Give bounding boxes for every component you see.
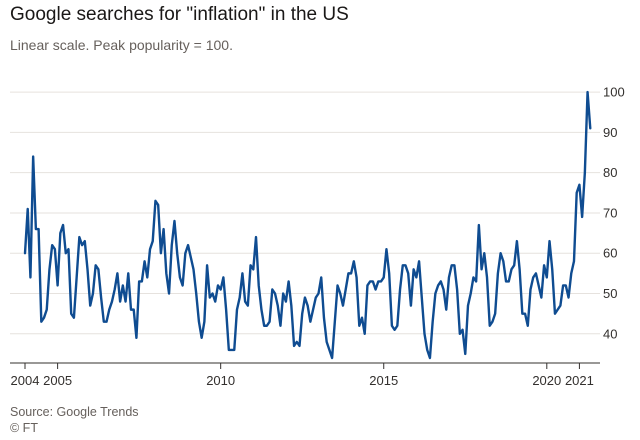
copyright-note: © FT (10, 421, 38, 435)
y-tick-label: 100 (603, 85, 625, 100)
source-note: Source: Google Trends (10, 405, 139, 419)
x-tick-label: 2021 (565, 373, 594, 388)
series-layer (23, 90, 592, 360)
y-tick-label: 40 (603, 326, 617, 341)
x-tick-label: 2020 (532, 373, 561, 388)
chart-subtitle: Linear scale. Peak popularity = 100. (10, 37, 233, 53)
y-tick-label: 90 (603, 125, 617, 140)
axis-layer: 40 50 60 70 80 90 100 2004 2005 2010 2015 2020 2021 (10, 85, 625, 388)
x-tick-label: 2005 (43, 373, 72, 388)
x-tick-label: 2015 (369, 373, 398, 388)
y-tick-label: 60 (603, 246, 617, 261)
series-line-inflation-searches (23, 90, 592, 360)
chart-title: Google searches for "inflation" in the U… (10, 4, 349, 25)
x-tick-label: 2004 (11, 373, 40, 388)
y-tick-label: 50 (603, 286, 617, 301)
y-tick-label: 70 (603, 205, 617, 220)
y-tick-label: 80 (603, 165, 617, 180)
x-tick-label: 2010 (206, 373, 235, 388)
